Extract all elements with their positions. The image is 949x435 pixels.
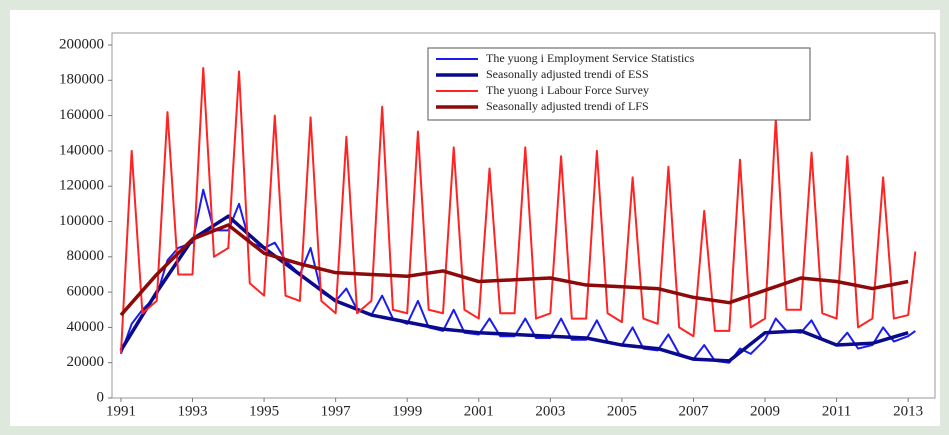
x-tick-label: 1993 [178, 403, 208, 419]
legend-label: The yuong i Labour Force Survey [486, 83, 649, 97]
x-tick-label: 2005 [607, 403, 637, 419]
series-line [119, 66, 917, 354]
series-line [119, 223, 909, 317]
legend: The yuong i Employment Service Statistic… [427, 47, 811, 121]
legend-label: Seasonally adjusted trendi of ESS [486, 67, 649, 81]
y-tick-label: 120000 [59, 178, 104, 194]
x-tick-label: 1991 [106, 403, 136, 419]
x-tick-label: 2009 [750, 403, 780, 419]
x-tick-label: 2011 [822, 403, 851, 419]
y-tick-label: 180000 [59, 72, 104, 88]
y-tick-label: 140000 [59, 142, 104, 158]
x-tick-label: 2013 [893, 403, 923, 419]
legend-box [427, 47, 811, 121]
x-tick-label: 1997 [321, 403, 352, 419]
y-tick-label: 100000 [59, 213, 104, 229]
y-tick-label: 60000 [67, 284, 105, 300]
x-tick-label: 1999 [392, 403, 422, 419]
x-tick-label: 2001 [464, 403, 494, 419]
y-tick-label: 20000 [67, 354, 105, 370]
x-tick-label: 2003 [535, 403, 565, 419]
y-tick-label: 0 [97, 389, 105, 405]
plot-area [111, 32, 936, 399]
y-tick-label: 200000 [59, 36, 104, 52]
x-tick-label: 1995 [249, 403, 279, 419]
y-tick-label: 160000 [59, 107, 104, 123]
x-tick-label: 2007 [678, 403, 709, 419]
series-line [119, 214, 909, 363]
y-tick-label: 40000 [67, 319, 105, 335]
y-tick-label: 80000 [67, 248, 105, 264]
legend-label: The yuong i Employment Service Statistic… [486, 51, 695, 65]
legend-label: Seasonally adjusted trendi of LFS [486, 99, 649, 113]
